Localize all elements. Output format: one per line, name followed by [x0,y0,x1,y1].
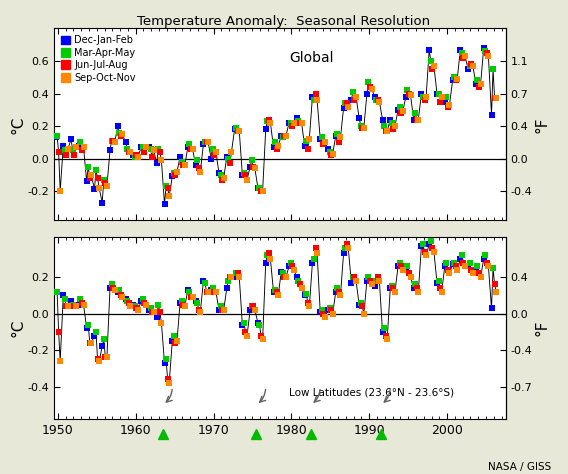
Text: Low Latitudes (23.6°N - 23.6°S): Low Latitudes (23.6°N - 23.6°S) [289,388,454,398]
Y-axis label: °C: °C [11,319,26,337]
Text: Global: Global [289,52,333,65]
Legend: Dec-Jan-Feb, Mar-Apr-May, Jun-Jul-Aug, Sep-Oct-Nov: Dec-Jan-Feb, Mar-Apr-May, Jun-Jul-Aug, S… [59,33,138,84]
Y-axis label: °F: °F [535,116,550,133]
Y-axis label: °C: °C [11,115,26,134]
Y-axis label: °F: °F [535,320,550,337]
Text: NASA / GISS: NASA / GISS [488,462,551,472]
Text: Temperature Anomaly:  Seasonal Resolution: Temperature Anomaly: Seasonal Resolution [137,15,431,28]
